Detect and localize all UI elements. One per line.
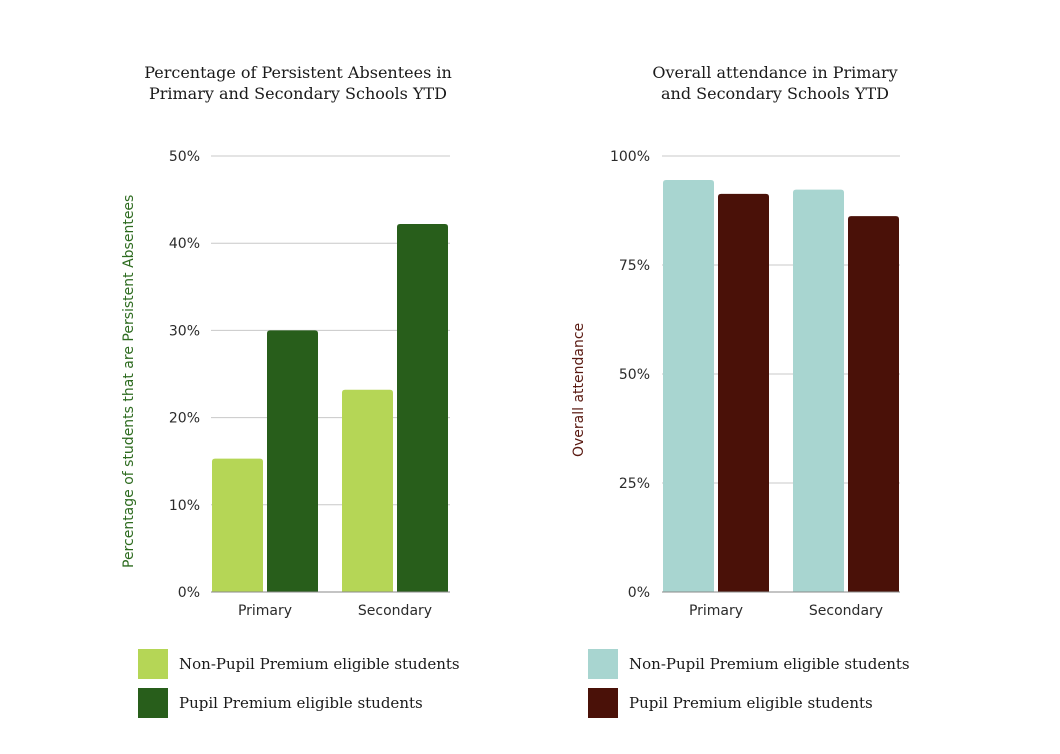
chart2-plot: 0% 25% 50% 75% 100% Primary Secondary [610,149,900,619]
chart1-legend-label-pp: Pupil Premium eligible students [179,694,423,712]
chart2-bar-secondary-series-2 [848,216,899,592]
chart1-legend: Non-Pupil Premium eligible students Pupi… [138,649,460,718]
chart1-y-tick-label: 20% [169,411,200,427]
chart1-bar-primary-series-2 [267,330,318,592]
chart2-legend-item: Pupil Premium eligible students [588,688,910,718]
chart1-legend-label-non-pp: Non-Pupil Premium eligible students [179,655,460,673]
chart2-title-line-1: Overall attendance in Primary [652,63,898,82]
chart1-legend-item: Pupil Premium eligible students [138,688,460,718]
chart1-x-category-label: Secondary [358,603,432,619]
chart1-y-tick-label: 0% [178,585,200,601]
chart1-legend-swatch-pp [138,688,168,718]
chart2-legend-label-pp: Pupil Premium eligible students [629,694,873,712]
chart1-bar-secondary-series-2 [397,224,448,593]
chart1-y-tick-label: 40% [169,236,200,252]
chart2-y-tick-label: 100% [610,149,650,165]
chart2-bar-primary-series-1 [663,179,714,593]
chart2-y-tick-label: 25% [619,476,650,492]
chart2-y-tick-label: 50% [619,367,650,383]
chart1-title-line-2: Primary and Secondary Schools YTD [148,84,448,103]
chart1-legend-swatch-non-pp [138,649,168,679]
chart1-plot: 0% 10% 20% 30% 40% 50% Primary Secondary [169,149,450,619]
chart1-y-tick-label: 10% [169,498,200,514]
chart2-y-tick-label: 75% [619,258,650,274]
chart1-legend-item: Non-Pupil Premium eligible students [138,649,460,679]
chart2-title: Overall attendance in Primary and Second… [620,62,930,104]
chart1-title-line-1: Percentage of Persistent Absentees in [144,63,452,82]
chart2-y-tick-label: 0% [628,585,650,601]
chart1-bar-secondary-series-1 [342,389,393,592]
chart2-legend-item: Non-Pupil Premium eligible students [588,649,910,679]
chart1-x-category-label: Primary [238,603,292,619]
chart2-bar-primary-series-2 [718,193,769,592]
chart1-y-tick-label: 50% [169,149,200,165]
chart2-legend-swatch-pp [588,688,618,718]
chart2-legend-swatch-non-pp [588,649,618,679]
chart2-bar-secondary-series-1 [793,189,844,592]
chart2-legend: Non-Pupil Premium eligible students Pupi… [588,649,910,718]
chart1-bar-primary-series-1 [212,458,263,592]
chart1-y-tick-label: 30% [169,323,200,339]
chart2-x-category-label: Primary [689,603,743,619]
chart2-legend-label-non-pp: Non-Pupil Premium eligible students [629,655,910,673]
chart1-title: Percentage of Persistent Absentees in Pr… [125,62,471,104]
chart2-title-line-2: and Secondary Schools YTD [660,84,890,103]
chart2-x-category-label: Secondary [809,603,883,619]
